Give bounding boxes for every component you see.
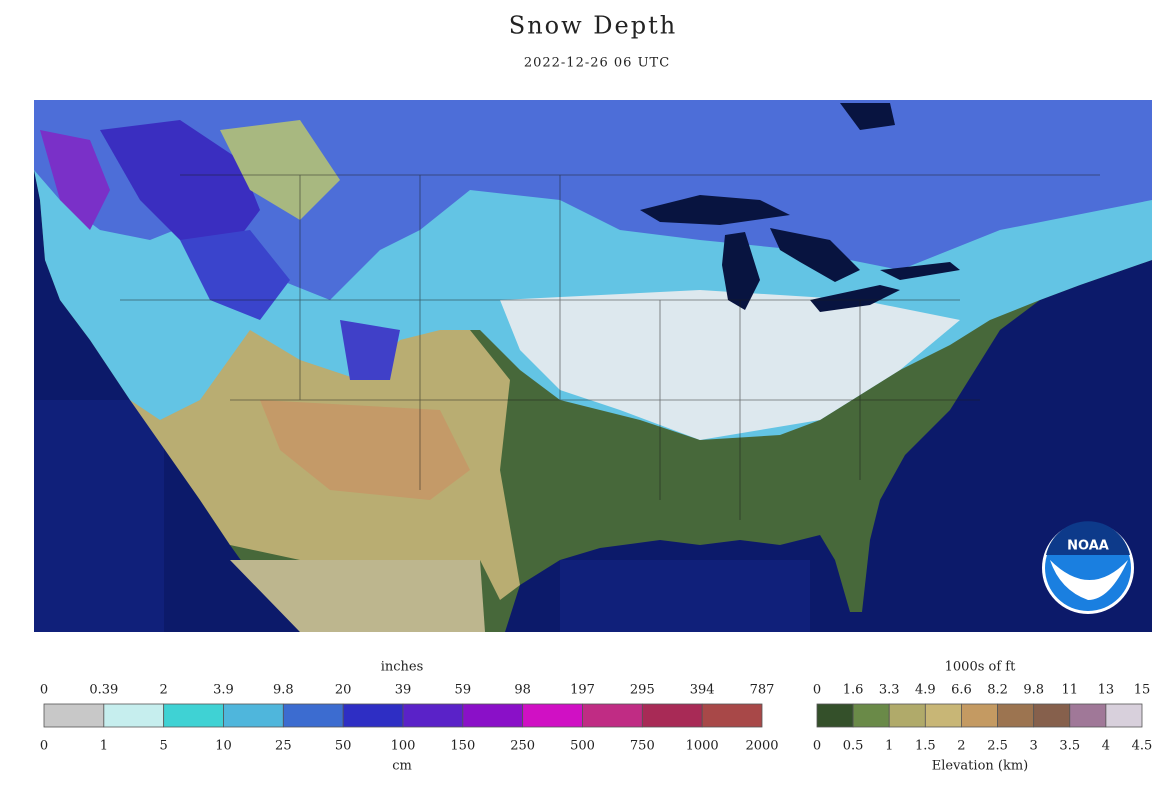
lake <box>810 285 900 312</box>
legend-bottom-label: 1 <box>885 739 893 754</box>
legend-top-label: 0.39 <box>89 683 118 698</box>
legend-top-label: 98 <box>514 683 531 698</box>
legend-swatch <box>961 703 998 728</box>
legend-swatch <box>816 703 854 728</box>
legend-top-label: 0 <box>813 683 821 698</box>
legend-swatch <box>924 703 962 728</box>
light-snow <box>500 290 960 440</box>
lake <box>880 262 960 280</box>
title: Snow Depth <box>509 12 677 40</box>
legend-swatch <box>163 703 224 728</box>
legend-bottom-label: 50 <box>335 739 352 754</box>
legend-swatch <box>402 703 464 728</box>
bare-ground <box>220 120 340 220</box>
legend-top-label: 39 <box>395 683 412 698</box>
legend-bottom-label: 0 <box>813 739 821 754</box>
legend-bottom-label: 1.5 <box>915 739 936 754</box>
legend-top-label: 6.6 <box>951 683 972 698</box>
legend-top-label: 3.9 <box>213 683 234 698</box>
legend-swatch <box>582 703 643 728</box>
legend-top-label: 9.8 <box>1023 683 1044 698</box>
legend-swatch <box>997 703 1035 728</box>
logo-bird <box>1050 560 1128 600</box>
logo-text: NOAA <box>1067 539 1109 554</box>
legend-top-label: 3.3 <box>879 683 900 698</box>
legend-top-label: 11 <box>1062 683 1079 698</box>
snow-bottom-unit: cm <box>392 759 412 774</box>
legend-bottom-label: 25 <box>275 739 292 754</box>
legend-swatch <box>701 703 763 728</box>
logo-top <box>1046 521 1130 555</box>
legend-bottom-label: 10 <box>215 739 232 754</box>
highland-terrain <box>260 400 470 500</box>
legend-top-label: 0 <box>40 683 48 698</box>
legend-top-label: 8.2 <box>987 683 1008 698</box>
legend-top-label: 13 <box>1098 683 1115 698</box>
legend-top-label: 59 <box>455 683 472 698</box>
legend-bottom-label: 0.5 <box>843 739 864 754</box>
legend-bottom-label: 2.5 <box>987 739 1008 754</box>
legend-bottom-label: 2000 <box>745 739 778 754</box>
elev-top-unit: 1000s of ft <box>945 660 1016 675</box>
lake <box>770 228 860 282</box>
legend-swatch <box>282 703 344 728</box>
mountain-snow <box>180 230 290 320</box>
ocean-shade <box>34 400 164 632</box>
legend-top-label: 9.8 <box>273 683 294 698</box>
legend-swatch <box>1069 703 1107 728</box>
legend-swatch <box>462 703 524 728</box>
legend-swatch <box>522 703 583 728</box>
legend-bottom-label: 2 <box>957 739 965 754</box>
legend-bottom-label: 500 <box>570 739 595 754</box>
legend-bottom-label: 250 <box>510 739 535 754</box>
legend-swatch <box>43 703 105 728</box>
legend-bottom-label: 100 <box>391 739 416 754</box>
legend-bottom-label: 150 <box>450 739 475 754</box>
legend-top-label: 1.6 <box>843 683 864 698</box>
mountain-snow <box>100 120 260 250</box>
legend-bottom-label: 3.5 <box>1059 739 1080 754</box>
legend-swatch <box>1105 703 1143 728</box>
legend-bottom-label: 1000 <box>686 739 719 754</box>
lake <box>722 232 760 310</box>
legend-swatch <box>852 703 890 728</box>
legend-swatch <box>888 703 926 728</box>
legend-swatch <box>223 703 284 728</box>
legend-bottom-label: 3 <box>1030 739 1038 754</box>
snow-top-unit: inches <box>381 660 424 675</box>
noaa-logo: NOAA <box>1042 521 1134 614</box>
subtitle: 2022-12-26 06 UTC <box>524 56 670 71</box>
legend-bottom-label: 5 <box>160 739 168 754</box>
legend-bottom-label: 1 <box>100 739 108 754</box>
legend-top-label: 15 <box>1134 683 1151 698</box>
legend-bottom-label: 4 <box>1102 739 1110 754</box>
lake <box>840 103 895 130</box>
legend-swatch <box>1033 703 1071 728</box>
legend-bottom-label: 750 <box>630 739 655 754</box>
gulf-shade <box>560 560 810 632</box>
legend-bottom-label: 4.5 <box>1132 739 1153 754</box>
legend-bottom-label: 0 <box>40 739 48 754</box>
legend-top-label: 2 <box>160 683 168 698</box>
legend-top-label: 197 <box>570 683 595 698</box>
state-borders <box>120 174 1100 520</box>
legend-top-label: 20 <box>335 683 352 698</box>
map: NOAA <box>34 100 1152 632</box>
elev-bottom-title: Elevation (km) <box>932 759 1029 774</box>
lake <box>640 195 790 225</box>
mountain-snow <box>340 320 400 380</box>
legend-swatch <box>342 703 404 728</box>
legend-top-label: 4.9 <box>915 683 936 698</box>
legend-top-label: 295 <box>630 683 655 698</box>
legend-top-label: 394 <box>690 683 715 698</box>
legend-swatch <box>103 703 165 728</box>
mexico <box>230 560 485 632</box>
mountain-snow <box>40 130 110 230</box>
legend-top-label: 787 <box>750 683 775 698</box>
legend-swatch <box>641 703 703 728</box>
